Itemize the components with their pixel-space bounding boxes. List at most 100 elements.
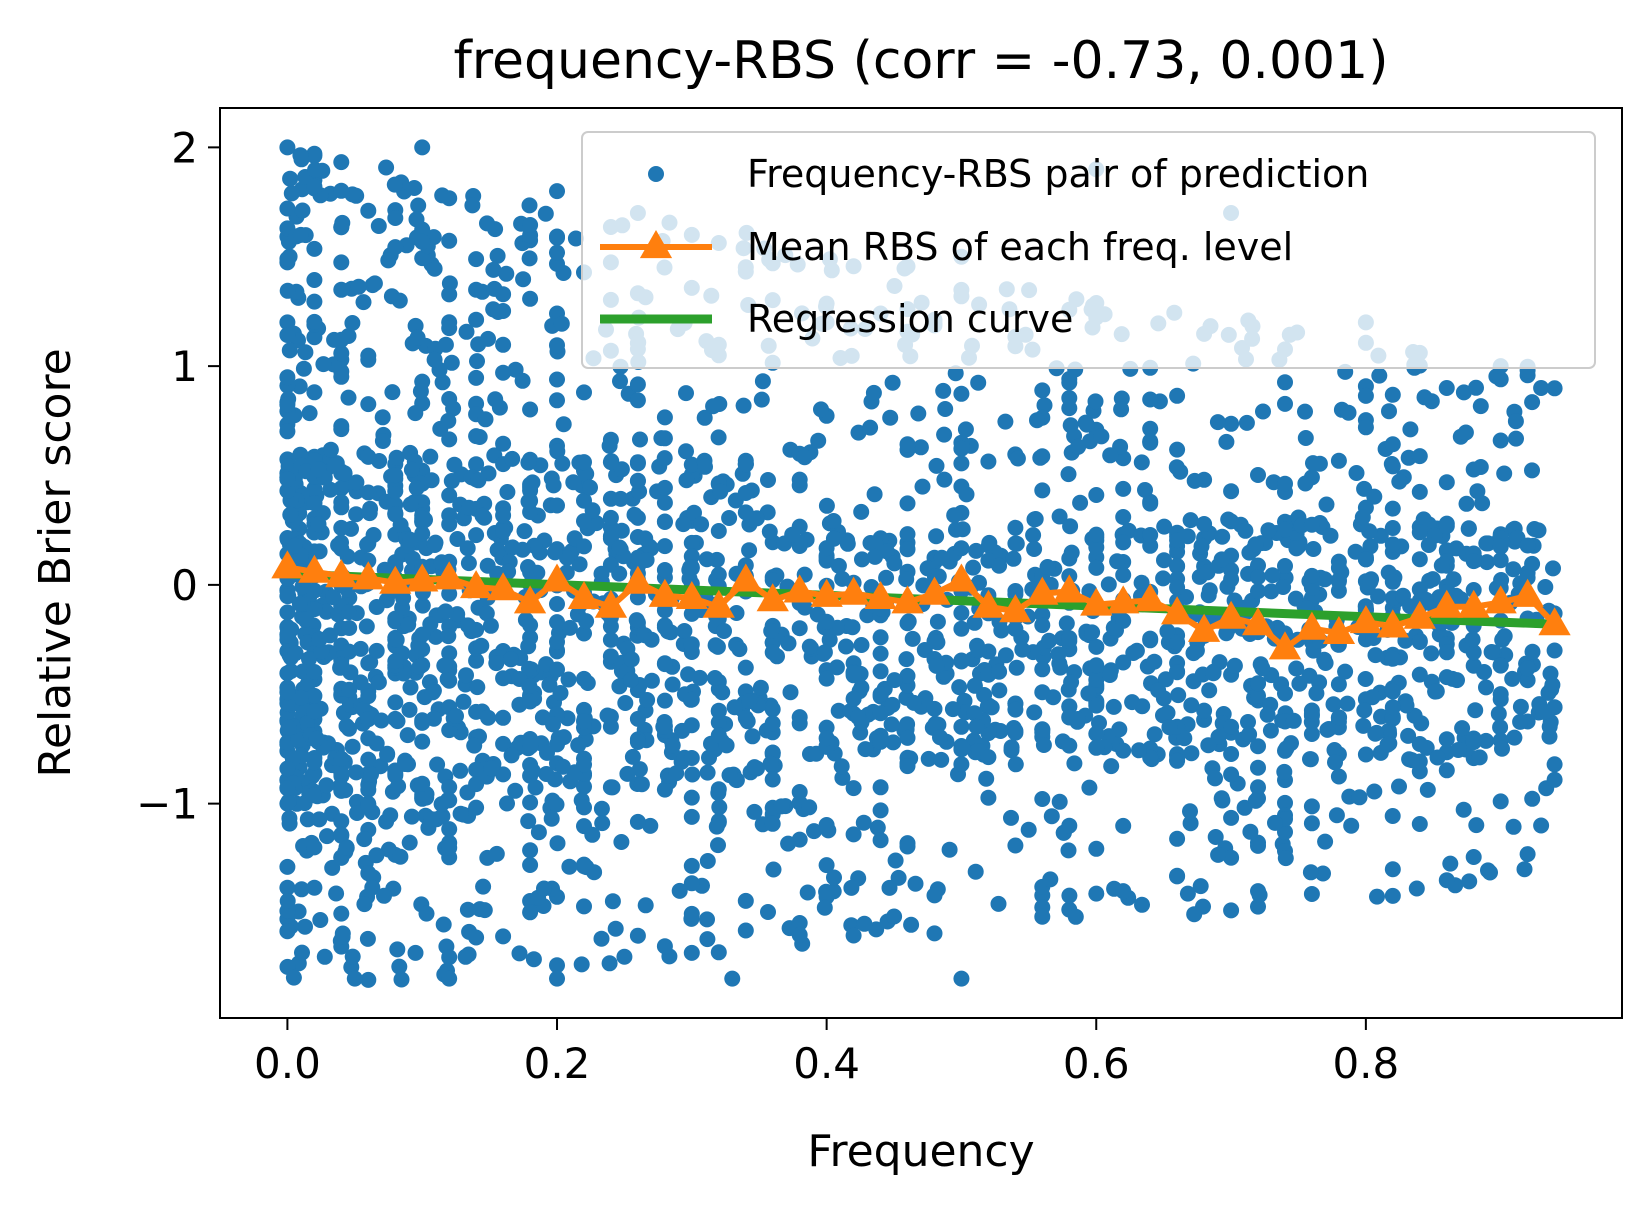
- scatter-point: [1223, 718, 1240, 735]
- scatter-point: [279, 139, 296, 156]
- scatter-point: [322, 441, 339, 458]
- scatter-point: [290, 731, 307, 748]
- scatter-point: [1465, 849, 1482, 865]
- scatter-point: [928, 457, 945, 474]
- scatter-point: [441, 821, 458, 838]
- scatter-point: [1384, 436, 1401, 453]
- mean-marker: [1295, 611, 1329, 640]
- scatter-point: [1250, 687, 1266, 704]
- scatter-point: [279, 893, 296, 909]
- scatter-point: [1317, 655, 1334, 671]
- scatter-point: [571, 556, 588, 573]
- scatter-point: [683, 905, 700, 922]
- scatter-point: [699, 911, 715, 928]
- scatter-point: [1213, 551, 1230, 568]
- scatter-point: [1088, 725, 1105, 742]
- mean-marker: [1134, 583, 1167, 612]
- scatter-point: [1115, 817, 1132, 834]
- scatter-point: [1115, 742, 1132, 759]
- scatter-point: [1142, 527, 1159, 543]
- scatter-point: [387, 467, 404, 484]
- scatter-point: [407, 405, 424, 422]
- scatter-point: [530, 824, 547, 841]
- scatter-point: [991, 663, 1008, 680]
- scatter-point: [801, 799, 818, 816]
- scatter-point: [310, 516, 327, 533]
- scatter-point: [773, 798, 790, 815]
- scatter-point: [928, 657, 945, 674]
- scatter-point: [1351, 789, 1368, 806]
- scatter-point: [1080, 685, 1097, 702]
- scatter-point: [1371, 367, 1388, 384]
- scatter-point: [306, 240, 323, 257]
- scatter-point: [279, 923, 296, 940]
- scatter-point: [980, 749, 997, 766]
- scatter-point: [872, 629, 889, 646]
- scatter-point: [816, 644, 833, 661]
- scatter-point: [561, 619, 578, 636]
- scatter-point: [573, 956, 590, 973]
- scatter-point: [306, 384, 323, 401]
- scatter-point: [1207, 770, 1223, 787]
- scatter-point: [966, 705, 983, 722]
- scatter-point: [468, 703, 485, 720]
- scatter-point: [474, 283, 491, 300]
- scatter-point: [460, 499, 477, 516]
- scatter-point: [522, 290, 539, 307]
- scatter-point: [1315, 865, 1331, 882]
- x-tick-label: 0.4: [793, 1039, 860, 1088]
- scatter-point: [522, 476, 539, 493]
- scatter-point: [899, 615, 916, 632]
- scatter-point: [883, 716, 900, 733]
- scatter-point: [287, 645, 304, 662]
- scatter-point: [285, 969, 302, 986]
- scatter-point: [1373, 708, 1389, 725]
- scatter-point: [1530, 522, 1547, 539]
- mean-marker: [460, 570, 493, 599]
- scatter-point: [1464, 631, 1481, 648]
- scatter-point: [958, 486, 975, 503]
- scatter-point: [422, 448, 439, 465]
- scatter-point: [1169, 579, 1186, 596]
- scatter-point: [653, 430, 670, 447]
- mean-marker: [891, 585, 924, 614]
- scatter-point: [387, 483, 404, 500]
- scatter-point: [549, 244, 565, 261]
- legend-symbol-mean: [600, 230, 712, 259]
- scatter-point: [1169, 441, 1186, 458]
- scatter-point: [1411, 448, 1428, 465]
- scatter-point: [791, 715, 808, 732]
- scatter-point: [1535, 703, 1552, 720]
- scatter-point: [521, 678, 538, 694]
- scatter-point: [1275, 579, 1292, 595]
- scatter-point: [801, 638, 818, 655]
- scatter-point: [279, 327, 296, 343]
- scatter-point: [504, 450, 521, 467]
- scatter-point: [441, 779, 458, 796]
- scatter-point: [532, 457, 549, 474]
- scatter-point: [1133, 454, 1150, 471]
- scatter-point: [471, 429, 488, 445]
- scatter-point: [971, 574, 987, 591]
- scatter-point: [705, 398, 722, 415]
- scatter-point: [576, 701, 592, 718]
- scatter-point: [872, 832, 889, 849]
- scatter-point: [305, 787, 322, 804]
- scatter-point: [990, 895, 1007, 912]
- scatter-point: [1468, 817, 1485, 834]
- scatter-point: [1365, 630, 1382, 646]
- scatter-point: [279, 858, 296, 875]
- scatter-point: [1043, 808, 1060, 825]
- scatter-point: [907, 875, 924, 892]
- scatter-point: [885, 734, 902, 751]
- scatter-point: [678, 472, 695, 489]
- scatter-point: [549, 337, 565, 354]
- scatter-point: [436, 657, 453, 674]
- scatter-point: [929, 634, 946, 651]
- scatter-point: [1519, 537, 1536, 554]
- scatter-point: [1069, 711, 1086, 727]
- scatter-point: [414, 233, 431, 250]
- scatter-point: [1223, 766, 1240, 783]
- scatter-point: [1186, 906, 1203, 923]
- scatter-point: [522, 617, 539, 634]
